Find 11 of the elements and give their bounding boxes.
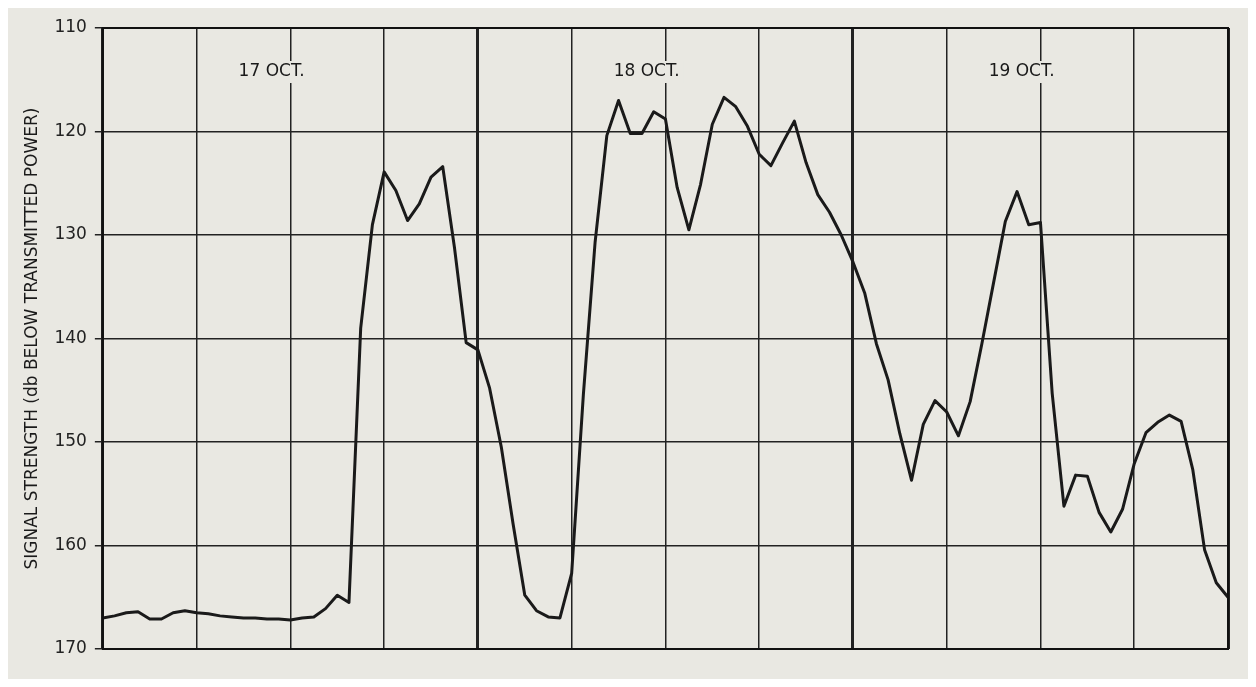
y-tick-label: 170 — [54, 637, 87, 658]
y-tick-label: 110 — [54, 16, 87, 37]
y-tick-label: 150 — [54, 430, 87, 451]
y-tick-label: 160 — [54, 533, 87, 554]
y-axis-title: SIGNAL STRENGTH (db BELOW TRANSMITTED POWER) — [20, 107, 41, 570]
annotation: 19 OCT. — [988, 60, 1055, 81]
annotation: 18 OCT. — [613, 60, 680, 81]
y-tick-label: 130 — [54, 223, 87, 244]
y-tick-label: 140 — [54, 326, 87, 347]
y-tick-label: 120 — [54, 119, 87, 140]
annotation: 17 OCT. — [238, 60, 305, 81]
